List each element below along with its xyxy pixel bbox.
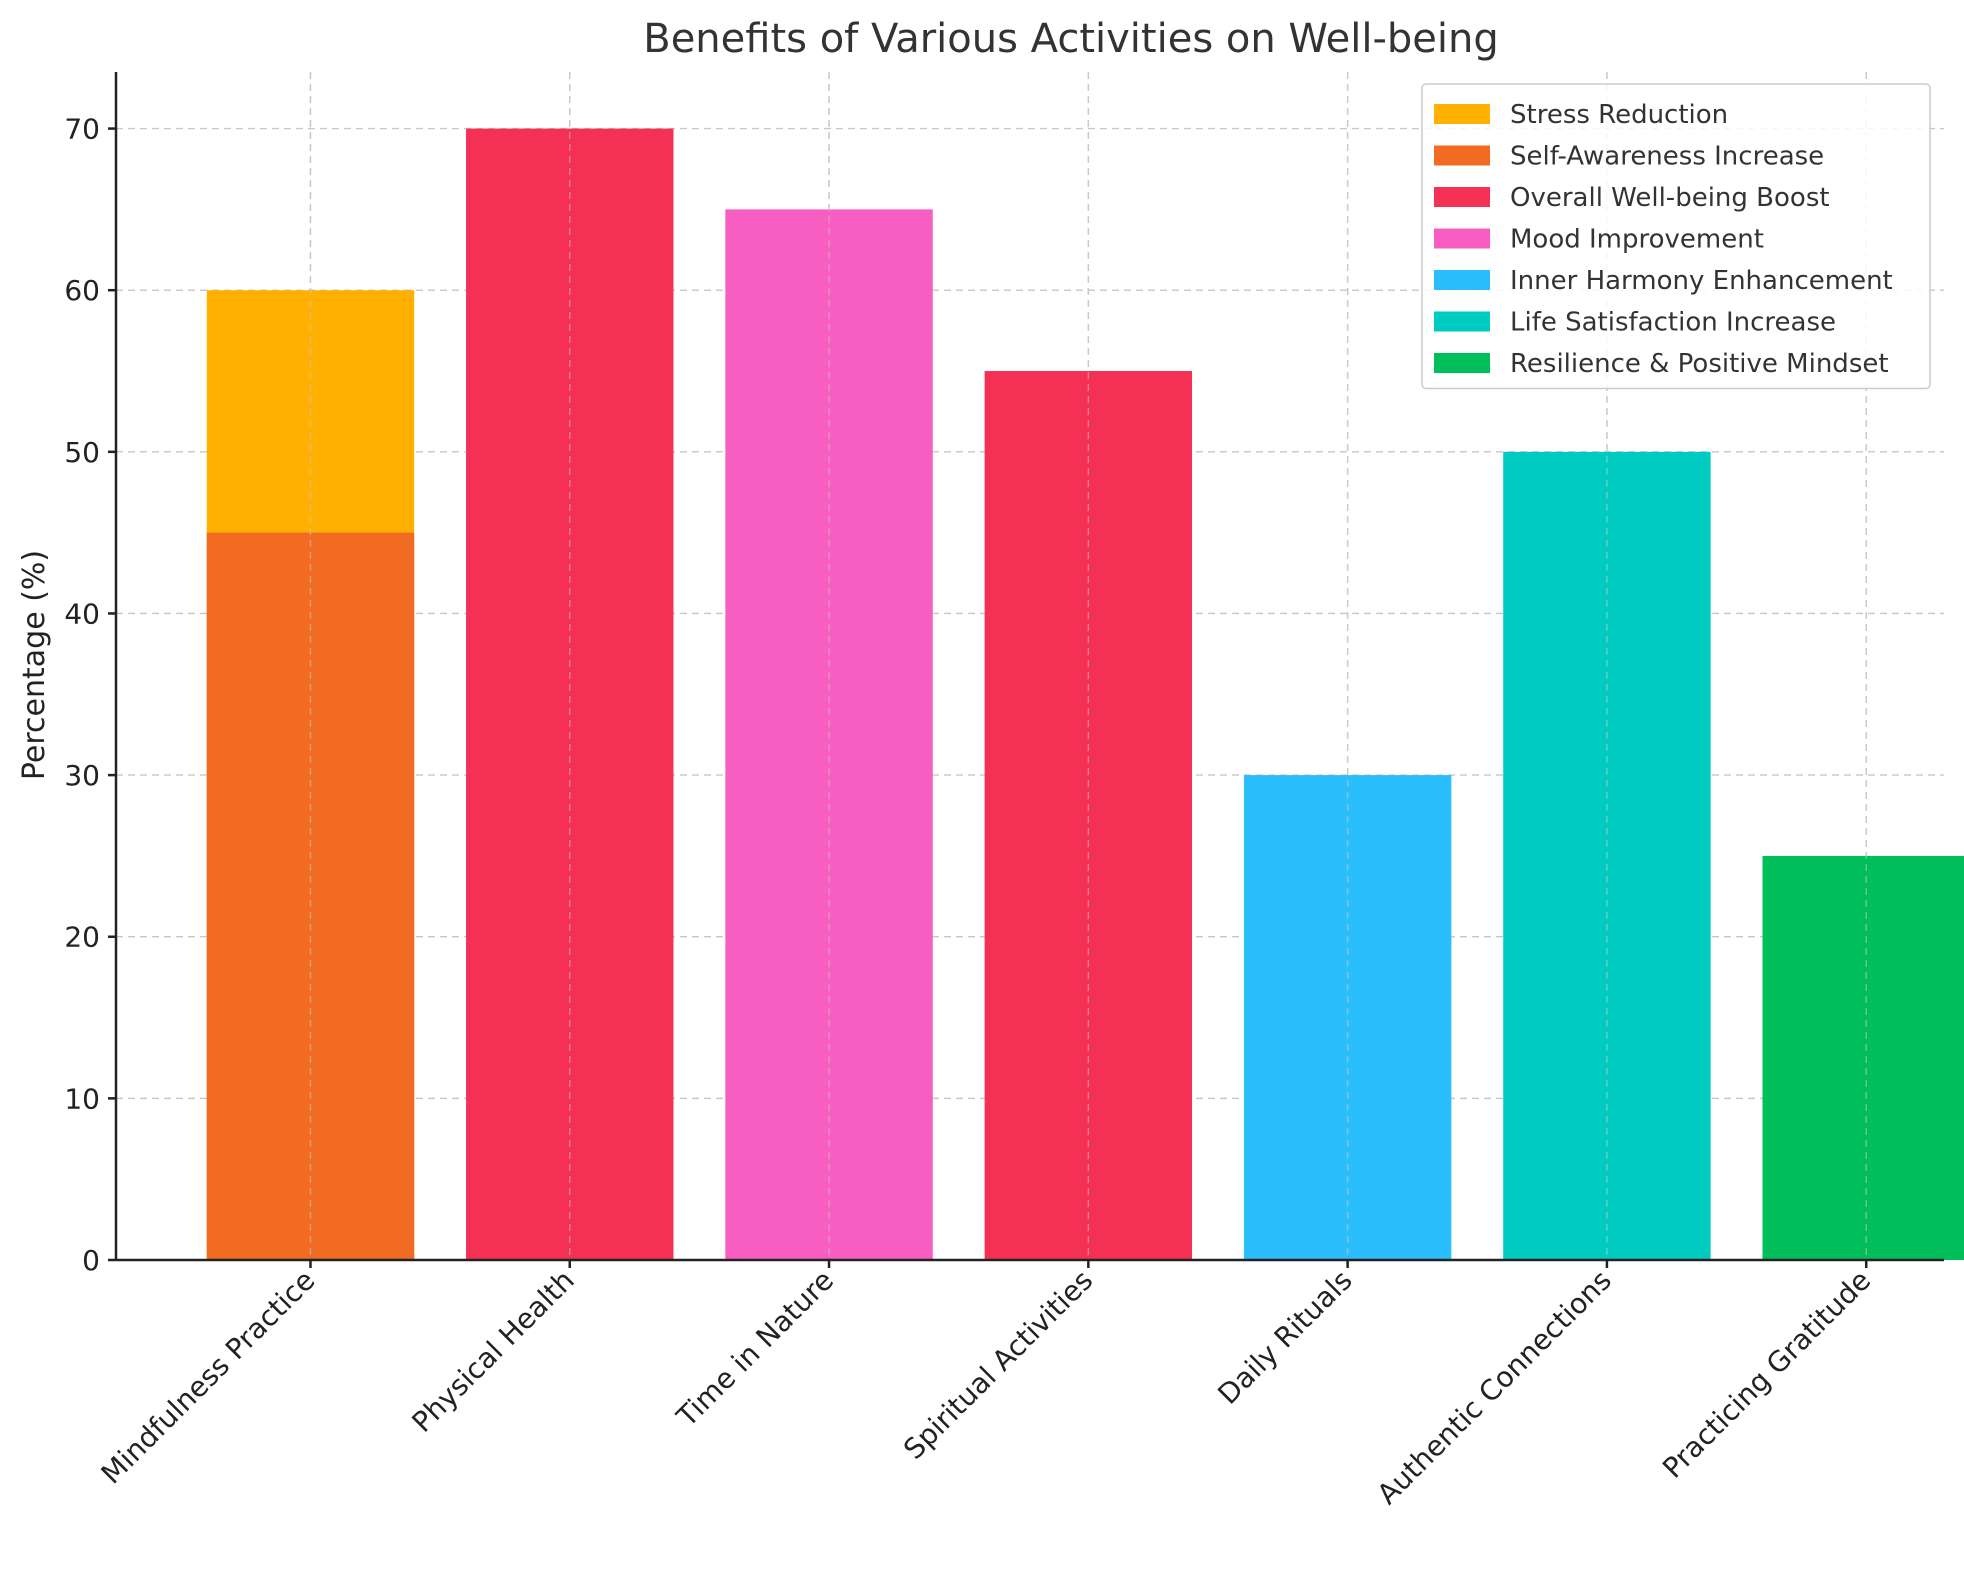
- x-tick-label: Spiritual Activities: [897, 1264, 1099, 1466]
- y-tick-label: 0: [82, 1244, 100, 1277]
- bar: [1762, 855, 1964, 1260]
- y-tick-label: 70: [64, 113, 100, 146]
- legend-swatch: [1434, 104, 1490, 124]
- legend-label: Mood Improvement: [1510, 225, 1764, 255]
- x-tick-label: Authentic Connections: [1371, 1264, 1618, 1511]
- legend: Stress Reduction Self-Awareness Increase O…: [1421, 83, 1931, 390]
- y-tick-label: 30: [64, 759, 100, 792]
- x-tick-label: Mindfulness Practice: [95, 1264, 322, 1491]
- chart-title: Benefits of Various Activities on Well-b…: [643, 16, 1499, 62]
- y-tick-label: 40: [64, 597, 100, 630]
- legend-label: Resilience & Positive Mindset: [1510, 349, 1889, 379]
- bar: [466, 128, 674, 1261]
- y-tick-labels: 0 10 20 30 40 50 60 70: [64, 113, 100, 1277]
- bars: [206, 72, 1964, 1261]
- legend-label: Overall Well-being Boost: [1510, 183, 1830, 213]
- y-tick-label: 10: [64, 1082, 100, 1115]
- legend-label: Stress Reduction: [1510, 100, 1728, 130]
- y-axis-label: Percentage (%): [17, 550, 52, 780]
- legend-label: Self-Awareness Increase: [1510, 142, 1824, 172]
- legend-swatch: [1434, 228, 1490, 249]
- bar: [1243, 775, 1452, 1260]
- legend-swatch: [1434, 270, 1490, 290]
- y-tick-label: 20: [64, 921, 100, 954]
- legend-frame: [1421, 83, 1931, 390]
- x-tick-label: Practicing Gratitude: [1656, 1264, 1877, 1485]
- x-tick-label: Daily Rituals: [1211, 1264, 1358, 1411]
- axes: [108, 72, 1944, 1268]
- x-tick-label: Time in Nature: [670, 1264, 840, 1434]
- legend-swatch: [1434, 187, 1490, 207]
- y-tick-label: 60: [64, 274, 100, 307]
- x-tick-labels: Mindfulness Practice Physical Health Time …: [95, 1264, 1878, 1511]
- x-tick-label: Physical Health: [406, 1264, 581, 1439]
- legend-swatch: [1434, 311, 1490, 332]
- legend-label: Life Satisfaction Increase: [1510, 308, 1836, 338]
- legend-swatch: [1434, 145, 1490, 166]
- y-tick-label: 50: [64, 436, 100, 469]
- legend-swatch: [1434, 353, 1490, 373]
- legend-label: Inner Harmony Enhancement: [1510, 266, 1893, 296]
